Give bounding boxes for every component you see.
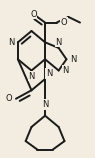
Text: N: N: [42, 100, 48, 109]
Text: O: O: [61, 18, 67, 27]
Text: N: N: [46, 69, 52, 78]
Text: N: N: [55, 38, 62, 47]
Text: O: O: [5, 94, 12, 103]
Text: N: N: [28, 72, 35, 81]
Text: O: O: [30, 10, 37, 19]
Text: N: N: [63, 66, 69, 75]
Text: N: N: [8, 38, 14, 47]
Text: N: N: [70, 55, 77, 64]
